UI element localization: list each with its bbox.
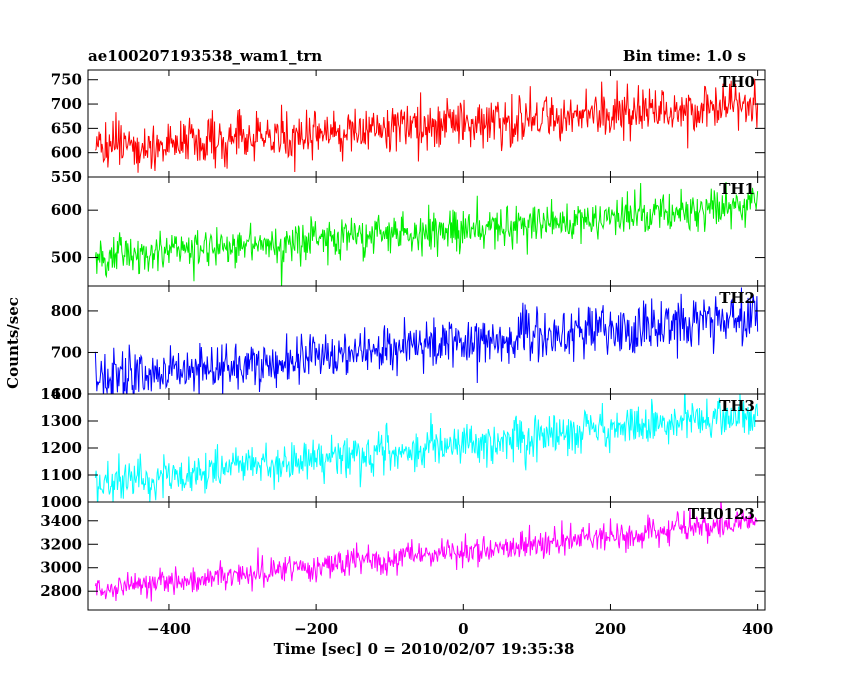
y-tick-label: 3200 (40, 535, 82, 553)
chart-subtitle: Bin time: 1.0 s (623, 47, 746, 65)
panel-th3: 1000 1100 1200 1300 1400 TH3 (40, 385, 766, 511)
y-tick-label: 600 (51, 385, 82, 403)
series-line-th3 (94, 394, 759, 502)
x-tick-label: 200 (595, 620, 626, 638)
y-axis-label: Counts/sec (4, 297, 22, 389)
panel-th2: 600 700 800 TH2 (51, 285, 766, 403)
y-tick-label: 550 (51, 168, 82, 186)
y-tick-label: 1200 (40, 439, 82, 457)
panel-th0123: 2800 3000 3200 3400 TH0123 (40, 501, 766, 611)
series-line-th0123 (94, 502, 759, 602)
x-axis-label: Time [sec] 0 = 2010/02/07 19:35:38 (274, 640, 575, 658)
x-tick-label: 400 (742, 620, 773, 638)
y-tick-label: 750 (51, 71, 82, 89)
y-tick-label: 650 (51, 119, 82, 137)
y-tick-label: 1000 (40, 493, 82, 511)
series-line-th1 (94, 182, 759, 286)
y-tick-label: 2800 (40, 582, 82, 600)
y-tick-label: 1300 (40, 412, 82, 430)
x-tick-label: 0 (458, 620, 468, 638)
y-tick-label: 1100 (40, 466, 82, 484)
y-tick-label: 800 (51, 302, 82, 320)
y-tick-label: 3000 (40, 559, 82, 577)
x-tick-label: −200 (294, 620, 338, 638)
y-tick-label: 3400 (40, 512, 82, 530)
panel-label: TH1 (719, 180, 755, 198)
panel-label: TH2 (719, 289, 755, 307)
chart-title: ae100207193538_wam1_trn (88, 47, 322, 65)
y-tick-label: 700 (51, 343, 82, 361)
panel-label: TH0 (719, 73, 755, 91)
panel-label: TH0123 (688, 505, 755, 523)
panels-group: 550 600 650 700 750 TH0 500 600 TH1 600 700 800 TH2 1… (40, 69, 773, 638)
x-tick-label: −400 (147, 620, 191, 638)
y-tick-label: 500 (51, 249, 82, 267)
panel-frame (87, 501, 766, 611)
y-tick-label: 600 (51, 201, 82, 219)
series-line-th0 (94, 78, 759, 173)
y-tick-label: 1400 (40, 385, 82, 403)
y-tick-label: 700 (51, 95, 82, 113)
series-line-th2 (94, 287, 759, 394)
panel-label: TH3 (719, 397, 755, 415)
panel-th1: 500 600 TH1 (51, 176, 766, 287)
panel-th0: 550 600 650 700 750 TH0 (51, 69, 766, 186)
y-tick-label: 600 (51, 144, 82, 162)
